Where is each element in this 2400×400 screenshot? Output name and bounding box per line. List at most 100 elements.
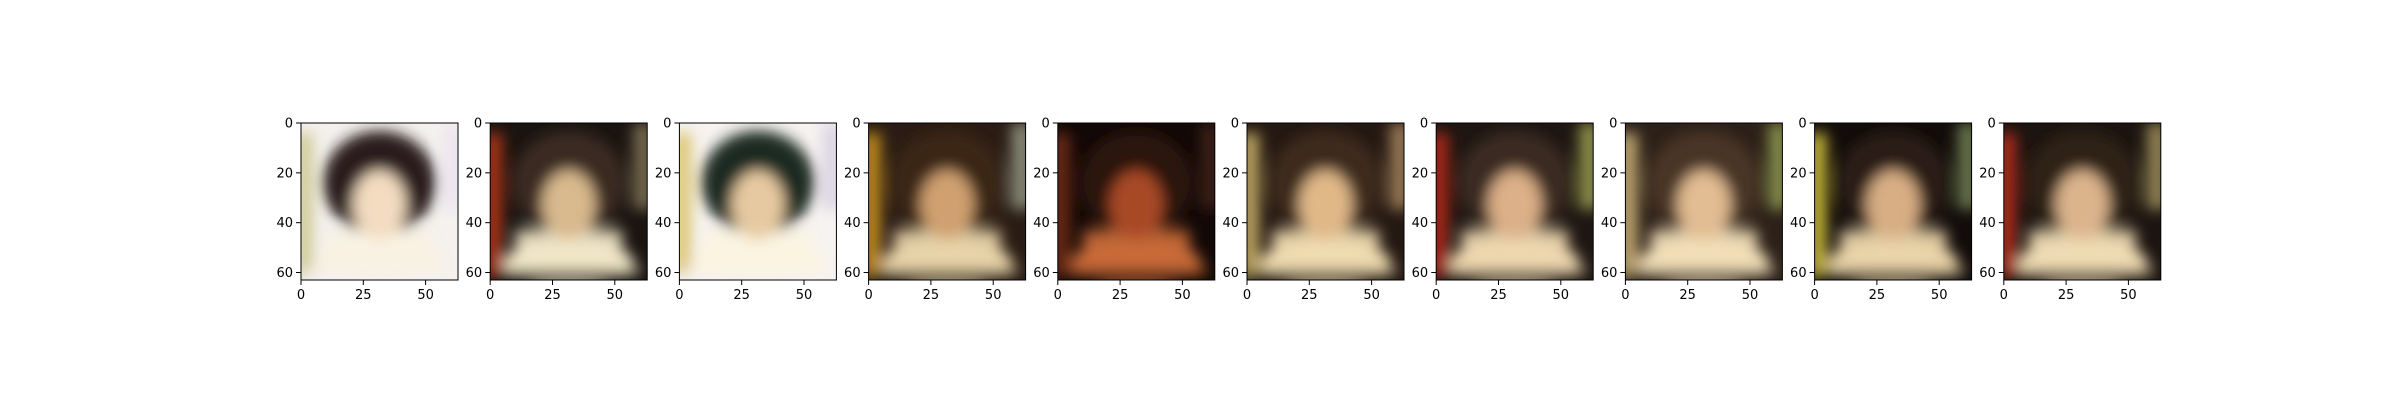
generated-image [1814,123,1972,280]
y-tick-label: 20 [1790,166,1807,181]
y-tick-label: 60 [1033,266,1050,281]
generated-image [2003,123,2161,280]
y-tick-label: 0 [852,117,860,132]
x-tick-label: 25 [1869,288,1886,303]
y-tick-label: 40 [1979,216,1996,231]
axes-frame [1246,122,1405,281]
generated-image [679,123,837,280]
y-tick-label: 0 [1042,117,1050,132]
y-tick-label: 60 [1790,266,1807,281]
x-tick-label: 0 [1432,288,1440,303]
y-tick-label: 0 [663,117,671,132]
y-tick-label: 40 [1222,216,1239,231]
y-tick-label: 20 [1222,166,1239,181]
x-tick-label: 0 [486,288,494,303]
generated-image [1247,123,1404,280]
y-tick-label: 40 [1412,216,1429,231]
x-tick-label: 0 [1621,288,1629,303]
axes-frame [1435,122,1594,281]
y-tick-label: 0 [1231,117,1239,132]
x-tick-label: 25 [544,288,561,303]
x-tick-label: 25 [1112,288,1129,303]
y-tick-label: 20 [1601,166,1618,181]
y-tick-label: 40 [1033,216,1050,231]
image-panel: 0 25 50 0 20 40 60 [276,117,459,303]
x-tick-label: 50 [796,288,813,303]
x-tick-label: 25 [1490,288,1507,303]
y-tick-label: 60 [1222,266,1239,281]
y-tick-label: 60 [1412,266,1429,281]
x-tick-label: 50 [1742,288,1759,303]
x-tick-label: 50 [1363,288,1380,303]
x-tick-label: 50 [1931,288,1948,303]
y-tick-label: 20 [844,166,861,181]
x-tick-label: 50 [607,288,624,303]
x-tick-label: 50 [1174,288,1191,303]
x-tick-label: 0 [864,288,872,303]
y-tick-label: 0 [1420,117,1428,132]
image-panel: 0 25 50 0 20 40 60 [1412,117,1594,303]
y-tick-label: 20 [1033,166,1050,181]
y-tick-label: 40 [1790,216,1807,231]
y-tick-label: 60 [1601,266,1618,281]
generated-image [301,123,458,280]
image-panel: 0 25 50 0 20 40 60 [466,117,648,303]
y-tick-label: 40 [466,216,483,231]
generated-image [490,123,648,280]
y-tick-label: 20 [1412,166,1429,181]
axes-frame [489,122,648,281]
generated-image [868,123,1026,280]
y-tick-label: 0 [1609,117,1617,132]
y-tick-label: 20 [466,166,483,181]
y-tick-label: 0 [1988,117,1996,132]
y-tick-label: 40 [1601,216,1618,231]
axes-frame [1624,122,1783,281]
y-tick-label: 20 [1979,166,1996,181]
x-tick-label: 0 [297,288,305,303]
x-tick-label: 25 [923,288,940,303]
image-panel: 0 25 50 0 20 40 60 [1790,117,1973,303]
x-tick-label: 0 [1810,288,1818,303]
axes-frame [868,122,1027,281]
y-tick-label: 60 [1979,266,1996,281]
x-tick-label: 25 [733,288,750,303]
x-tick-label: 50 [2120,288,2137,303]
x-tick-label: 0 [1243,288,1251,303]
x-tick-label: 25 [1301,288,1318,303]
x-tick-label: 25 [355,288,372,303]
x-tick-label: 0 [1054,288,1062,303]
y-tick-label: 40 [844,216,861,231]
y-tick-label: 0 [285,117,293,132]
y-tick-label: 0 [474,117,482,132]
y-tick-label: 60 [655,266,672,281]
axes-frame [1057,122,1216,281]
x-tick-label: 0 [675,288,683,303]
image-panel: 0 25 50 0 20 40 60 [1222,117,1405,303]
y-tick-label: 60 [844,266,861,281]
y-tick-label: 20 [276,166,293,181]
generated-image [1057,123,1215,280]
y-tick-label: 60 [276,266,293,281]
y-tick-label: 20 [655,166,672,181]
generated-image [1625,123,1783,280]
image-panel: 0 25 50 0 20 40 60 [1601,117,1783,303]
x-tick-label: 25 [2058,288,2075,303]
x-tick-label: 0 [2000,288,2008,303]
y-tick-label: 0 [1798,117,1806,132]
axes-frame [300,122,459,281]
axes-frame [678,122,837,281]
x-tick-label: 25 [1679,288,1696,303]
axes-frame [2003,122,2162,281]
x-tick-label: 50 [1553,288,1570,303]
x-tick-label: 50 [985,288,1002,303]
image-panel: 0 25 50 0 20 40 60 [1979,117,2162,303]
image-panel: 0 25 50 0 20 40 60 [1033,117,1216,303]
axes-frame [1814,122,1973,281]
generated-image [1436,123,1594,280]
y-tick-label: 40 [276,216,293,231]
x-tick-label: 50 [417,288,434,303]
y-tick-label: 40 [655,216,672,231]
y-tick-label: 60 [466,266,483,281]
image-panel: 0 25 50 0 20 40 60 [655,117,837,303]
